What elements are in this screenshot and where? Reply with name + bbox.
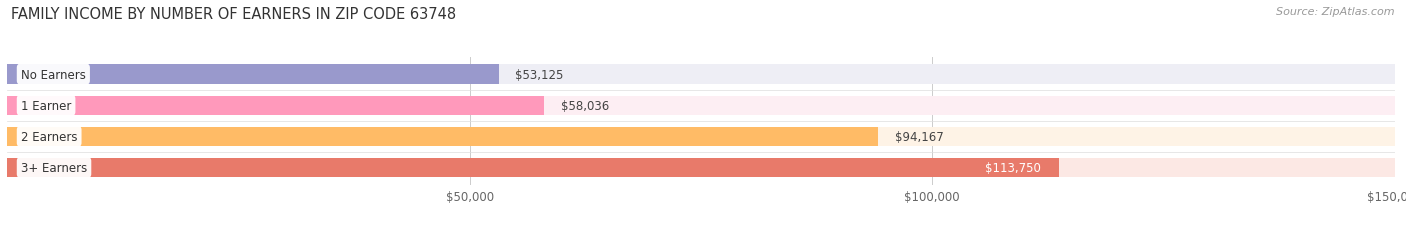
Text: 3+ Earners: 3+ Earners bbox=[21, 161, 87, 174]
Text: $53,125: $53,125 bbox=[515, 68, 564, 81]
Text: 1 Earner: 1 Earner bbox=[21, 99, 72, 112]
Text: Source: ZipAtlas.com: Source: ZipAtlas.com bbox=[1277, 7, 1395, 17]
Bar bbox=[7, 65, 499, 84]
Text: 2 Earners: 2 Earners bbox=[21, 130, 77, 143]
Text: $113,750: $113,750 bbox=[986, 161, 1040, 174]
Bar bbox=[7, 96, 1395, 116]
Text: No Earners: No Earners bbox=[21, 68, 86, 81]
Bar bbox=[7, 127, 879, 146]
Text: FAMILY INCOME BY NUMBER OF EARNERS IN ZIP CODE 63748: FAMILY INCOME BY NUMBER OF EARNERS IN ZI… bbox=[11, 7, 457, 22]
Bar bbox=[7, 96, 544, 116]
Text: $58,036: $58,036 bbox=[561, 99, 609, 112]
Bar bbox=[7, 158, 1395, 177]
Text: $94,167: $94,167 bbox=[894, 130, 943, 143]
Bar bbox=[7, 158, 1059, 177]
Bar bbox=[7, 65, 1395, 84]
Bar bbox=[7, 127, 1395, 146]
